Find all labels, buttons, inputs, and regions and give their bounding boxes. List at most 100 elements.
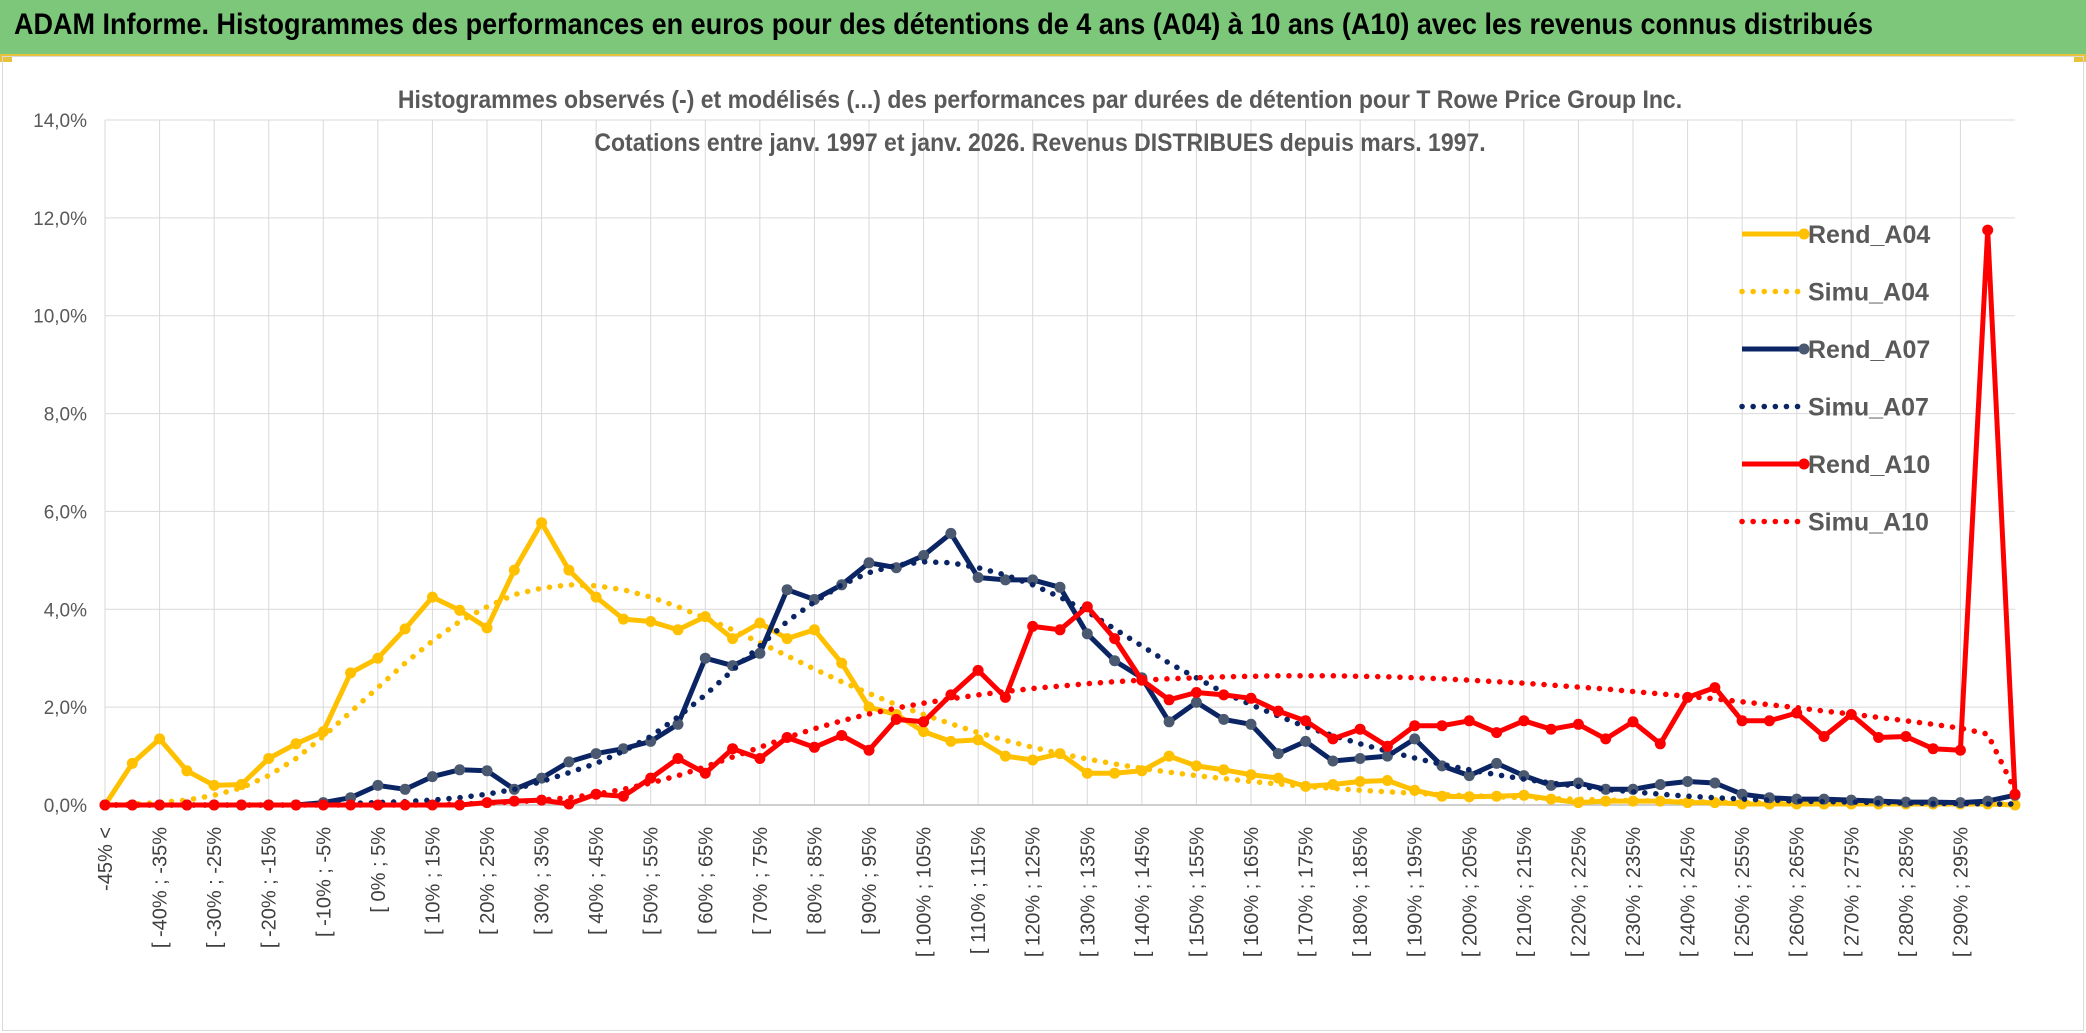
point-Rend_A10 (1436, 720, 1448, 732)
point-Rend_A04 (508, 564, 520, 576)
point-Rend_A10 (563, 798, 575, 810)
point-Rend_A10 (863, 744, 875, 756)
point-Rend_A07 (972, 572, 984, 583)
point-Rend_A04 (345, 667, 357, 679)
point-Rend_A07 (945, 527, 957, 539)
point-Rend_A07 (699, 652, 711, 664)
x-tick-label: [ 40% ; 45% (586, 827, 608, 935)
x-tick-label: [ 0% ; 5% (368, 827, 390, 913)
legend-label: Simu_A10 (1808, 509, 1929, 537)
x-tick-label: [ 60% ; 65% (695, 827, 717, 935)
y-tick-label: 14,0% (33, 111, 87, 132)
point-Rend_A10 (1491, 727, 1503, 739)
legend-marker (1798, 343, 1810, 355)
point-Rend_A10 (1600, 733, 1612, 745)
x-tick-label: [ -30% ; -25% (204, 827, 226, 948)
point-Rend_A07 (1600, 783, 1612, 795)
x-tick-label: [ 50% ; 55% (641, 827, 663, 935)
point-Rend_A04 (836, 657, 848, 669)
line-Rend_A07 (105, 530, 2016, 808)
legend-label: Rend_A04 (1808, 221, 1930, 249)
point-Rend_A04 (727, 633, 739, 645)
x-tick-label: [ 110% ; 115% (968, 827, 990, 954)
point-Rend_A10 (808, 741, 820, 753)
point-Rend_A10 (999, 691, 1011, 703)
legend-item-Rend_A04: Rend_A04 (1742, 221, 1930, 249)
point-Rend_A10 (1572, 718, 1584, 730)
legend-item-Rend_A07: Rend_A07 (1742, 336, 1930, 364)
point-Rend_A10 (727, 743, 739, 755)
point-Rend_A07 (1081, 628, 1093, 640)
point-Rend_A10 (1900, 731, 1912, 742)
point-Rend_A07 (1272, 748, 1284, 760)
point-Rend_A07 (1654, 779, 1666, 790)
point-Rend_A04 (372, 652, 384, 664)
point-Rend_A10 (1272, 705, 1284, 717)
x-tick-label: [ 150% ; 155% (1186, 827, 1208, 957)
point-Rend_A10 (263, 799, 275, 811)
point-Rend_A10 (1463, 715, 1475, 727)
point-Rend_A04 (126, 757, 138, 769)
point-Rend_A07 (1327, 755, 1339, 767)
point-Rend_A10 (235, 799, 247, 811)
point-Rend_A07 (1436, 760, 1448, 772)
point-Rend_A07 (1163, 716, 1175, 728)
point-Rend_A07 (1954, 797, 1966, 809)
legend-marker (1798, 458, 1810, 470)
corner-mark-right (2074, 56, 2086, 62)
point-Rend_A10 (426, 799, 438, 811)
point-Rend_A10 (1736, 715, 1748, 727)
point-Rend_A04 (1109, 767, 1121, 779)
point-Rend_A10 (1654, 738, 1666, 750)
series-Rend_A04 (99, 517, 2021, 811)
x-tick-label: [ 260% ; 265% (1787, 827, 1809, 957)
point-Rend_A10 (1109, 633, 1121, 645)
point-Rend_A10 (754, 753, 766, 764)
legend-item-Simu_A04: Simu_A04 (1739, 279, 1929, 307)
legend-marker (1798, 228, 1810, 240)
y-tick-label: 2,0% (44, 698, 87, 719)
line-Simu_A04 (102, 582, 2018, 808)
point-Rend_A07 (863, 557, 875, 569)
legend-item-Simu_A07: Simu_A07 (1739, 394, 1929, 422)
point-Rend_A07 (1409, 733, 1421, 745)
x-tick-label: [ 80% ; 85% (804, 827, 826, 935)
point-Rend_A04 (1272, 772, 1284, 784)
point-Rend_A04 (1354, 776, 1366, 787)
point-Rend_A04 (263, 753, 275, 764)
point-Rend_A07 (672, 718, 684, 730)
point-Rend_A10 (1927, 743, 1939, 755)
y-tick-label: 6,0% (44, 502, 87, 523)
legend: Rend_A04 Simu_A04 Rend_A07 Simu_A07 Rend_A10… (1739, 221, 1930, 537)
point-Rend_A07 (1381, 750, 1393, 762)
point-Rend_A10 (699, 767, 711, 779)
x-tick-label: [ 220% ; 225% (1568, 827, 1590, 957)
x-tick-label: [ 120% ; 125% (1023, 827, 1045, 957)
point-Rend_A10 (890, 713, 902, 725)
point-Rend_A10 (1873, 732, 1885, 743)
point-Rend_A04 (290, 738, 302, 750)
legend-label: Rend_A07 (1808, 336, 1930, 364)
legend-label: Simu_A07 (1808, 394, 1929, 422)
point-Rend_A10 (972, 664, 984, 676)
point-Rend_A04 (426, 591, 438, 603)
point-Rend_A04 (317, 726, 329, 738)
chart-title-line2: Cotations entre janv. 1997 et janv. 2026… (594, 129, 1485, 157)
point-Rend_A04 (1163, 750, 1175, 762)
x-tick-label: [ 30% ; 35% (532, 827, 554, 935)
point-Rend_A10 (1354, 723, 1366, 735)
point-Rend_A04 (399, 623, 411, 635)
point-Rend_A04 (563, 564, 575, 576)
x-tick-label: [ 20% ; 25% (477, 827, 499, 935)
chart-title-line1: Histogrammes observés (-) et modélisés (… (398, 86, 1682, 114)
x-axis: -45% < [ -40% ; -35% [ -30% ; -25% [ -20% ;… (95, 827, 1972, 957)
point-Rend_A10 (836, 730, 848, 741)
x-tick-label: [ 200% ; 205% (1459, 827, 1481, 957)
point-Rend_A04 (617, 613, 629, 625)
legend-item-Simu_A10: Simu_A10 (1739, 509, 1929, 537)
line-Rend_A10 (105, 227, 2018, 808)
x-tick-label: [ 180% ; 185% (1350, 827, 1372, 957)
x-tick-label: [ 270% ; 275% (1841, 827, 1863, 957)
point-Rend_A07 (1190, 696, 1202, 708)
